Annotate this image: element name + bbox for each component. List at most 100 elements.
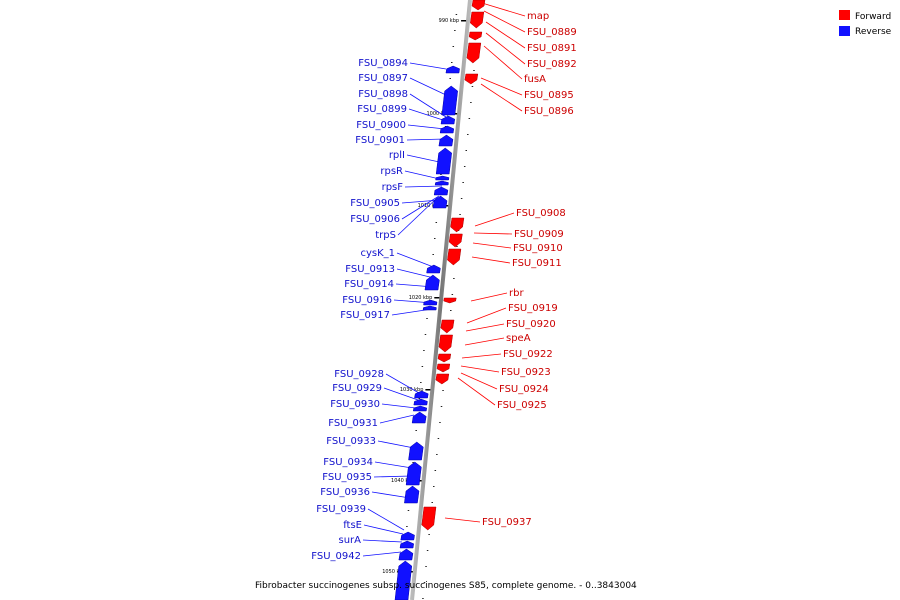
forward-gene-label[interactable]: FSU_0889: [527, 27, 577, 38]
forward-gene-arrow[interactable]: [436, 363, 451, 373]
reverse-gene-arrow[interactable]: [439, 125, 455, 134]
kbp-label: 1010 kbp: [418, 203, 442, 209]
reverse-gene-label[interactable]: FSU_0905: [350, 198, 400, 209]
forward-gene-arrow[interactable]: [447, 248, 462, 266]
legend-forward-swatch: [839, 10, 850, 20]
forward-gene-arrow[interactable]: [471, 0, 486, 11]
reverse-gene-arrow[interactable]: [405, 461, 422, 486]
reverse-gene-arrow[interactable]: [423, 299, 438, 306]
forward-gene-label[interactable]: FSU_0891: [527, 43, 577, 54]
tick-mark: [442, 390, 444, 391]
forward-gene-label[interactable]: FSU_0924: [499, 384, 549, 395]
reverse-gene-arrow[interactable]: [398, 548, 414, 561]
reverse-gene-arrow[interactable]: [440, 115, 456, 125]
reverse-gene-arrow[interactable]: [414, 390, 429, 399]
reverse-gene-label[interactable]: FSU_0935: [322, 472, 372, 483]
reverse-gene-arrow[interactable]: [400, 531, 415, 541]
forward-gene-label[interactable]: FSU_0908: [516, 208, 566, 219]
forward-gene-label[interactable]: FSU_0937: [482, 517, 532, 528]
reverse-gene-label[interactable]: FSU_0894: [358, 58, 408, 69]
forward-gene-arrow[interactable]: [440, 319, 455, 334]
reverse-gene-label[interactable]: FSU_0900: [356, 120, 406, 131]
forward-gene-arrow[interactable]: [450, 217, 465, 233]
forward-gene-arrow[interactable]: [468, 31, 483, 41]
forward-gene-arrow[interactable]: [470, 11, 485, 29]
reverse-gene-arrow[interactable]: [408, 441, 424, 461]
reverse-gene-label[interactable]: FSU_0917: [340, 310, 390, 321]
reverse-gene-arrow[interactable]: [435, 147, 452, 175]
reverse-leader-line: [362, 551, 402, 557]
reverse-gene-label[interactable]: FSU_0939: [316, 504, 366, 515]
forward-gene-label[interactable]: FSU_0909: [514, 229, 564, 240]
reverse-gene-label[interactable]: FSU_0942: [311, 551, 361, 562]
reverse-leader-line: [409, 77, 447, 96]
reverse-gene-label[interactable]: FSU_0899: [357, 104, 407, 115]
reverse-gene-label[interactable]: FSU_0897: [358, 73, 408, 84]
reverse-gene-label[interactable]: FSU_0930: [330, 399, 380, 410]
forward-gene-label[interactable]: FSU_0892: [527, 59, 577, 70]
forward-gene-arrow[interactable]: [466, 42, 482, 64]
reverse-gene-label[interactable]: FSU_0928: [334, 369, 384, 380]
forward-gene-arrow[interactable]: [443, 297, 457, 304]
forward-gene-label[interactable]: FSU_0895: [524, 90, 574, 101]
reverse-gene-label[interactable]: FSU_0931: [328, 418, 378, 429]
forward-gene-label[interactable]: FSU_0925: [497, 400, 547, 411]
reverse-gene-label[interactable]: ftsE: [343, 520, 362, 531]
tick-mark: [463, 166, 466, 167]
reverse-gene-label[interactable]: FSU_0901: [355, 135, 405, 146]
forward-gene-arrow[interactable]: [421, 506, 437, 531]
reverse-gene-arrow[interactable]: [438, 134, 454, 147]
forward-gene-label[interactable]: FSU_0911: [512, 258, 562, 269]
reverse-gene-label[interactable]: FSU_0934: [323, 457, 373, 468]
reverse-gene-arrow[interactable]: [432, 195, 448, 209]
reverse-gene-arrow[interactable]: [445, 65, 460, 74]
reverse-gene-label[interactable]: FSU_0914: [344, 279, 394, 290]
forward-gene-label[interactable]: FSU_0896: [524, 106, 574, 117]
reverse-gene-label[interactable]: FSU_0913: [345, 264, 395, 275]
forward-gene-label[interactable]: FSU_0922: [503, 349, 553, 360]
reverse-gene-label[interactable]: trpS: [375, 230, 396, 241]
reverse-gene-arrow[interactable]: [434, 180, 449, 186]
forward-gene-label[interactable]: map: [527, 11, 549, 22]
forward-gene-label[interactable]: rbr: [509, 288, 524, 299]
reverse-gene-arrow[interactable]: [424, 274, 440, 291]
reverse-gene-label[interactable]: FSU_0898: [358, 89, 408, 100]
reverse-gene-label[interactable]: rpsR: [380, 166, 403, 177]
reverse-gene-arrow[interactable]: [413, 398, 428, 406]
forward-gene-label[interactable]: fusA: [524, 74, 546, 85]
reverse-gene-label[interactable]: FSU_0906: [350, 214, 400, 225]
forward-gene-label[interactable]: FSU_0919: [508, 303, 558, 314]
forward-gene-arrow[interactable]: [435, 373, 450, 385]
reverse-gene-label[interactable]: FSU_0933: [326, 436, 376, 447]
reverse-gene-arrow[interactable]: [441, 85, 458, 116]
reverse-gene-arrow[interactable]: [435, 175, 450, 181]
forward-leader-line: [444, 517, 481, 523]
forward-gene-label[interactable]: FSU_0910: [513, 243, 563, 254]
reverse-gene-arrow[interactable]: [433, 186, 449, 196]
reverse-gene-arrow[interactable]: [404, 485, 420, 504]
reverse-gene-arrow[interactable]: [412, 405, 428, 412]
forward-gene-label[interactable]: FSU_0920: [506, 319, 556, 330]
tick-mark: [440, 174, 442, 175]
reverse-gene-arrow[interactable]: [399, 540, 414, 549]
reverse-gene-arrow[interactable]: [411, 411, 427, 424]
forward-gene-arrow[interactable]: [464, 73, 479, 85]
reverse-gene-label[interactable]: rplI: [389, 150, 405, 161]
forward-gene-arrow[interactable]: [437, 353, 452, 363]
forward-gene-label[interactable]: speA: [506, 333, 531, 344]
reverse-gene-label[interactable]: FSU_0936: [320, 487, 370, 498]
reverse-gene-label[interactable]: surA: [339, 535, 362, 546]
reverse-gene-label[interactable]: rpsF: [382, 182, 404, 193]
reverse-gene-arrow[interactable]: [426, 264, 441, 274]
forward-gene-arrow[interactable]: [448, 233, 463, 248]
reverse-gene-label[interactable]: FSU_0929: [332, 383, 382, 394]
reverse-gene-arrow[interactable]: [394, 560, 413, 600]
reverse-gene-arrow[interactable]: [422, 305, 437, 311]
reverse-gene-label[interactable]: FSU_0916: [342, 295, 392, 306]
forward-leader-line: [470, 292, 508, 302]
tick-mark: [423, 582, 426, 583]
reverse-gene-label[interactable]: cysK_1: [360, 248, 395, 259]
kbp-label: 1000 kbp: [427, 111, 451, 117]
forward-gene-arrow[interactable]: [438, 334, 453, 353]
forward-gene-label[interactable]: FSU_0923: [501, 367, 551, 378]
